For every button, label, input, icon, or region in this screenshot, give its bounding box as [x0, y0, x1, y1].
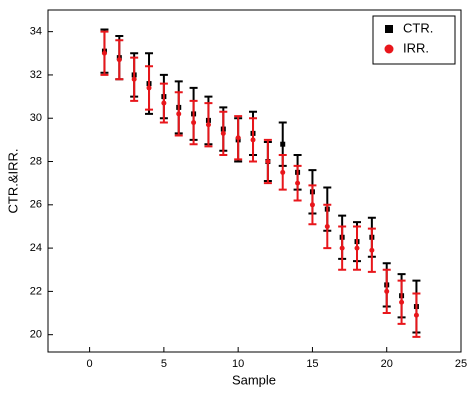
point [176, 111, 182, 117]
point [280, 141, 286, 147]
x-tick-label: 25 [455, 358, 467, 370]
x-tick-label: 0 [87, 358, 93, 370]
y-tick-label: 28 [30, 155, 42, 167]
x-tick-label: 20 [381, 358, 393, 370]
y-tick-label: 22 [30, 285, 42, 297]
legend-box [372, 15, 456, 65]
x-tick-label: 5 [161, 358, 167, 370]
x-axis-label: Sample [232, 372, 276, 387]
point [131, 76, 137, 82]
point [324, 223, 330, 229]
y-tick-label: 34 [30, 26, 42, 38]
point [235, 135, 241, 141]
point [354, 245, 360, 251]
point [146, 85, 152, 91]
point [265, 159, 271, 165]
point [205, 122, 211, 128]
point [399, 299, 405, 305]
legend-marker [385, 25, 393, 33]
y-axis-label: CTR.&IRR. [5, 149, 20, 214]
point [369, 247, 375, 253]
y-tick-label: 20 [30, 329, 42, 341]
legend-marker [384, 44, 394, 54]
point [101, 50, 107, 56]
y-tick-label: 26 [30, 199, 42, 211]
point [250, 137, 256, 143]
point [161, 100, 167, 106]
point [220, 130, 226, 136]
point [295, 180, 301, 186]
point [339, 245, 345, 251]
point [384, 288, 390, 294]
y-tick-label: 30 [30, 112, 42, 124]
point [413, 312, 419, 318]
point [309, 202, 315, 208]
point [191, 120, 197, 126]
plot-frame [47, 9, 462, 353]
x-tick-label: 15 [306, 358, 318, 370]
legend-label: IRR. [403, 40, 429, 55]
legend-label: CTR. [403, 20, 433, 35]
point [280, 169, 286, 175]
x-tick-label: 10 [232, 358, 244, 370]
point [116, 57, 122, 63]
y-tick-label: 24 [30, 242, 42, 254]
y-tick-label: 32 [30, 69, 42, 81]
